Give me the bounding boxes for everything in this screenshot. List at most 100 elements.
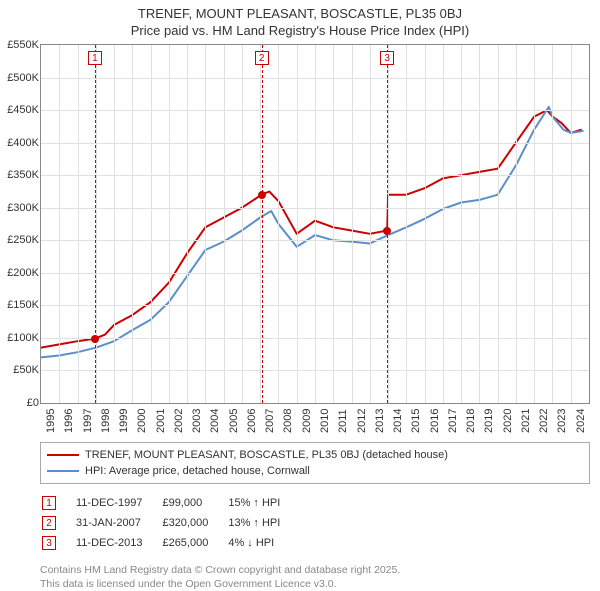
x-axis-label: 2013: [374, 409, 386, 433]
marker-table-row: 2 31-JAN-2007£320,00013% ↑ HPI: [42, 514, 298, 532]
event-marker-dot: [383, 227, 391, 235]
gridline-v: [534, 45, 535, 403]
y-axis-label: £500K: [3, 72, 39, 84]
x-axis-label: 2006: [246, 409, 258, 433]
event-marker-line: [95, 45, 96, 403]
gridline-v: [187, 45, 188, 403]
gridline-v: [315, 45, 316, 403]
x-axis-label: 2010: [319, 409, 331, 433]
legend-swatch: [47, 470, 79, 472]
gridline-v: [406, 45, 407, 403]
y-axis-label: £200K: [3, 267, 39, 279]
marker-table-badge: 2: [42, 516, 56, 530]
marker-delta: 4% ↓ HPI: [228, 534, 298, 552]
x-axis-label: 2022: [538, 409, 550, 433]
legend-swatch: [47, 454, 79, 456]
marker-date: 11-DEC-2013: [76, 534, 160, 552]
x-axis-label: 2009: [301, 409, 313, 433]
marker-date: 11-DEC-1997: [76, 494, 160, 512]
x-axis-label: 2005: [228, 409, 240, 433]
gridline-v: [278, 45, 279, 403]
gridline-v: [297, 45, 298, 403]
gridline-v: [498, 45, 499, 403]
event-marker-dot: [91, 335, 99, 343]
marker-table-badge: 3: [42, 536, 56, 550]
event-marker-badge: 3: [380, 51, 394, 65]
x-axis-label: 2012: [356, 409, 368, 433]
footer-line-2: This data is licensed under the Open Gov…: [40, 578, 590, 591]
x-axis-label: 1998: [100, 409, 112, 433]
x-axis-label: 2003: [191, 409, 203, 433]
x-axis-label: 1997: [82, 409, 94, 433]
x-axis-label: 2000: [136, 409, 148, 433]
x-axis-label: 2004: [209, 409, 221, 433]
gridline-v: [516, 45, 517, 403]
title-line-2: Price paid vs. HM Land Registry's House …: [0, 23, 600, 38]
event-marker-badge: 1: [88, 51, 102, 65]
marker-price: £320,000: [162, 514, 226, 532]
y-axis-label: £100K: [3, 332, 39, 344]
legend-row: TRENEF, MOUNT PLEASANT, BOSCASTLE, PL35 …: [47, 447, 583, 463]
x-axis-label: 2011: [337, 409, 349, 433]
event-marker-line: [262, 45, 263, 403]
gridline-v: [388, 45, 389, 403]
x-axis-label: 2016: [429, 409, 441, 433]
gridline-v: [461, 45, 462, 403]
y-axis-label: £550K: [3, 39, 39, 51]
y-axis-label: £250K: [3, 234, 39, 246]
x-axis-label: 2014: [392, 409, 404, 433]
marker-delta: 15% ↑ HPI: [228, 494, 298, 512]
gridline-v: [443, 45, 444, 403]
gridline-v: [352, 45, 353, 403]
gridline-v: [96, 45, 97, 403]
y-axis-label: £450K: [3, 104, 39, 116]
y-axis-label: £50K: [3, 364, 39, 376]
legend-row: HPI: Average price, detached house, Corn…: [47, 463, 583, 479]
gridline-v: [370, 45, 371, 403]
event-marker-line: [387, 45, 388, 403]
y-axis-label: £400K: [3, 137, 39, 149]
y-axis-label: £300K: [3, 202, 39, 214]
y-axis-label: £150K: [3, 299, 39, 311]
x-axis-label: 2021: [520, 409, 532, 433]
x-axis-label: 2024: [575, 409, 587, 433]
x-axis-label: 2002: [173, 409, 185, 433]
footer-line-1: Contains HM Land Registry data © Crown c…: [40, 564, 590, 578]
marker-table-badge: 1: [42, 496, 56, 510]
gridline-v: [114, 45, 115, 403]
gridline-v: [151, 45, 152, 403]
marker-date: 31-JAN-2007: [76, 514, 160, 532]
y-axis-label: £350K: [3, 169, 39, 181]
event-marker-badge: 2: [255, 51, 269, 65]
x-axis-label: 1999: [118, 409, 130, 433]
x-axis-label: 2020: [502, 409, 514, 433]
x-axis-label: 1995: [45, 409, 57, 433]
event-marker-dot: [258, 191, 266, 199]
gridline-v: [571, 45, 572, 403]
marker-delta: 13% ↑ HPI: [228, 514, 298, 532]
x-axis-label: 2015: [410, 409, 422, 433]
x-axis-label: 2019: [483, 409, 495, 433]
x-axis-label: 2017: [447, 409, 459, 433]
chart-footer: Contains HM Land Registry data © Crown c…: [40, 564, 590, 591]
gridline-v: [224, 45, 225, 403]
gridline-v: [242, 45, 243, 403]
gridline-v: [425, 45, 426, 403]
legend-label: TRENEF, MOUNT PLEASANT, BOSCASTLE, PL35 …: [85, 447, 448, 463]
marker-table: 1 11-DEC-1997£99,00015% ↑ HPI 2 31-JAN-2007…: [40, 492, 300, 554]
series-property: [41, 110, 582, 348]
marker-price: £265,000: [162, 534, 226, 552]
y-axis-label: £0: [3, 397, 39, 409]
marker-price: £99,000: [162, 494, 226, 512]
x-axis-label: 1996: [63, 409, 75, 433]
gridline-v: [479, 45, 480, 403]
chart-title: TRENEF, MOUNT PLEASANT, BOSCASTLE, PL35 …: [0, 0, 600, 38]
legend-label: HPI: Average price, detached house, Corn…: [85, 463, 310, 479]
chart-plot-area: £0£50K£100K£150K£200K£250K£300K£350K£400…: [40, 44, 590, 404]
gridline-v: [59, 45, 60, 403]
chart-legend: TRENEF, MOUNT PLEASANT, BOSCASTLE, PL35 …: [40, 442, 590, 484]
x-axis-label: 2018: [465, 409, 477, 433]
gridline-v: [552, 45, 553, 403]
gridline-v: [78, 45, 79, 403]
marker-table-row: 3 11-DEC-2013£265,0004% ↓ HPI: [42, 534, 298, 552]
